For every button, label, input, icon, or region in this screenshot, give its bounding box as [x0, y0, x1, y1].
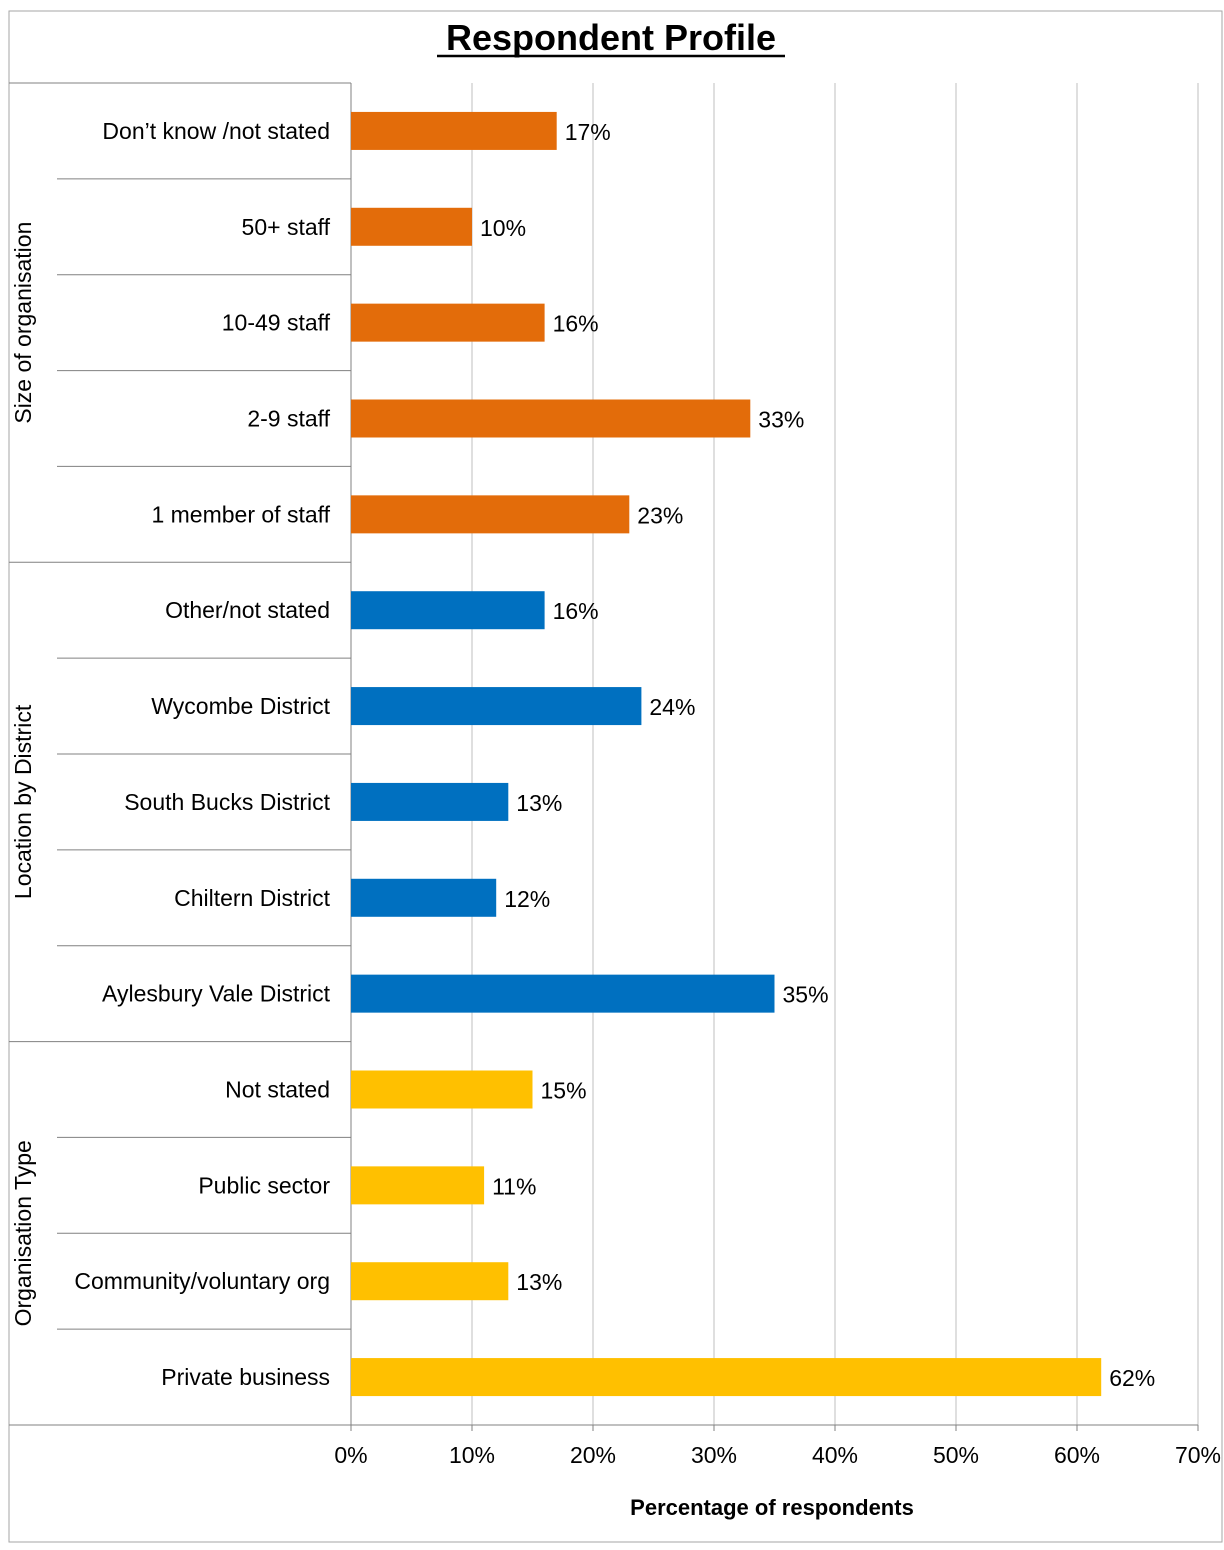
- data-label: 35%: [783, 982, 829, 1008]
- category-label: Private business: [161, 1364, 330, 1390]
- data-label: 11%: [492, 1173, 536, 1199]
- bar: [351, 974, 775, 1013]
- data-label: 24%: [649, 694, 695, 720]
- x-tick-label: 0%: [334, 1442, 367, 1468]
- category-label: 1 member of staff: [151, 501, 330, 527]
- category-label: Other/not stated: [165, 597, 330, 623]
- bar: [351, 1070, 533, 1109]
- data-label: 15%: [541, 1078, 587, 1104]
- category-label: Community/voluntary org: [74, 1268, 330, 1294]
- category-label: 10-49 staff: [222, 310, 331, 336]
- category-label: 2-9 staff: [247, 406, 330, 432]
- x-tick-label: 30%: [691, 1442, 737, 1468]
- x-axis-ticks: 0% 10% 20% 30% 40% 50% 60% 70%: [334, 1425, 1221, 1468]
- data-labels: 17% 10% 16% 33% 23% 16% 24% 13% 12% 35% 15% 11% 13% 6…: [480, 119, 1155, 1391]
- category-label: 50+ staff: [242, 214, 331, 240]
- category-labels: Don’t know /not stated 50+ staff 10-49 sta…: [74, 118, 330, 1390]
- x-tick-label: 20%: [570, 1442, 616, 1468]
- category-label: Don’t know /not stated: [102, 118, 330, 144]
- bar: [351, 303, 545, 342]
- bar: [351, 207, 472, 246]
- data-label: 17%: [565, 119, 611, 145]
- category-label: Not stated: [225, 1077, 330, 1103]
- data-label: 16%: [553, 598, 599, 624]
- category-label: Wycombe District: [151, 693, 330, 719]
- data-label: 23%: [637, 502, 683, 528]
- group-labels: Size of organisation Location by District…: [10, 222, 36, 1327]
- x-tick-label: 50%: [933, 1442, 979, 1468]
- category-label: Chiltern District: [174, 885, 331, 911]
- data-label: 13%: [516, 790, 562, 816]
- data-label: 33%: [758, 407, 804, 433]
- category-label: Aylesbury Vale District: [102, 981, 331, 1007]
- x-tick-label: 10%: [449, 1442, 495, 1468]
- category-label: Public sector: [198, 1172, 330, 1198]
- bar: [351, 687, 642, 726]
- data-label: 10%: [480, 215, 526, 241]
- bar: [351, 495, 630, 534]
- bar: [351, 399, 751, 438]
- group-label: Organisation Type: [10, 1140, 36, 1326]
- x-tick-label: 60%: [1054, 1442, 1100, 1468]
- bar: [351, 1262, 509, 1301]
- data-label: 13%: [516, 1269, 562, 1295]
- bar: [351, 1166, 485, 1205]
- bars: [351, 111, 1102, 1397]
- bar: [351, 1358, 1102, 1397]
- x-tick-label: 40%: [812, 1442, 858, 1468]
- bar: [351, 111, 557, 150]
- category-label: South Bucks District: [124, 789, 330, 815]
- group-label: Size of organisation: [10, 222, 36, 424]
- bar: [351, 591, 545, 630]
- bar: [351, 878, 497, 917]
- data-label: 62%: [1109, 1365, 1155, 1391]
- x-axis-title: Percentage of respondents: [630, 1495, 914, 1520]
- data-label: 16%: [553, 311, 599, 337]
- group-label: Location by District: [10, 704, 36, 899]
- x-tick-label: 70%: [1175, 1442, 1221, 1468]
- bar: [351, 782, 509, 821]
- chart-title: Respondent Profile: [446, 17, 776, 58]
- data-label: 12%: [504, 886, 550, 912]
